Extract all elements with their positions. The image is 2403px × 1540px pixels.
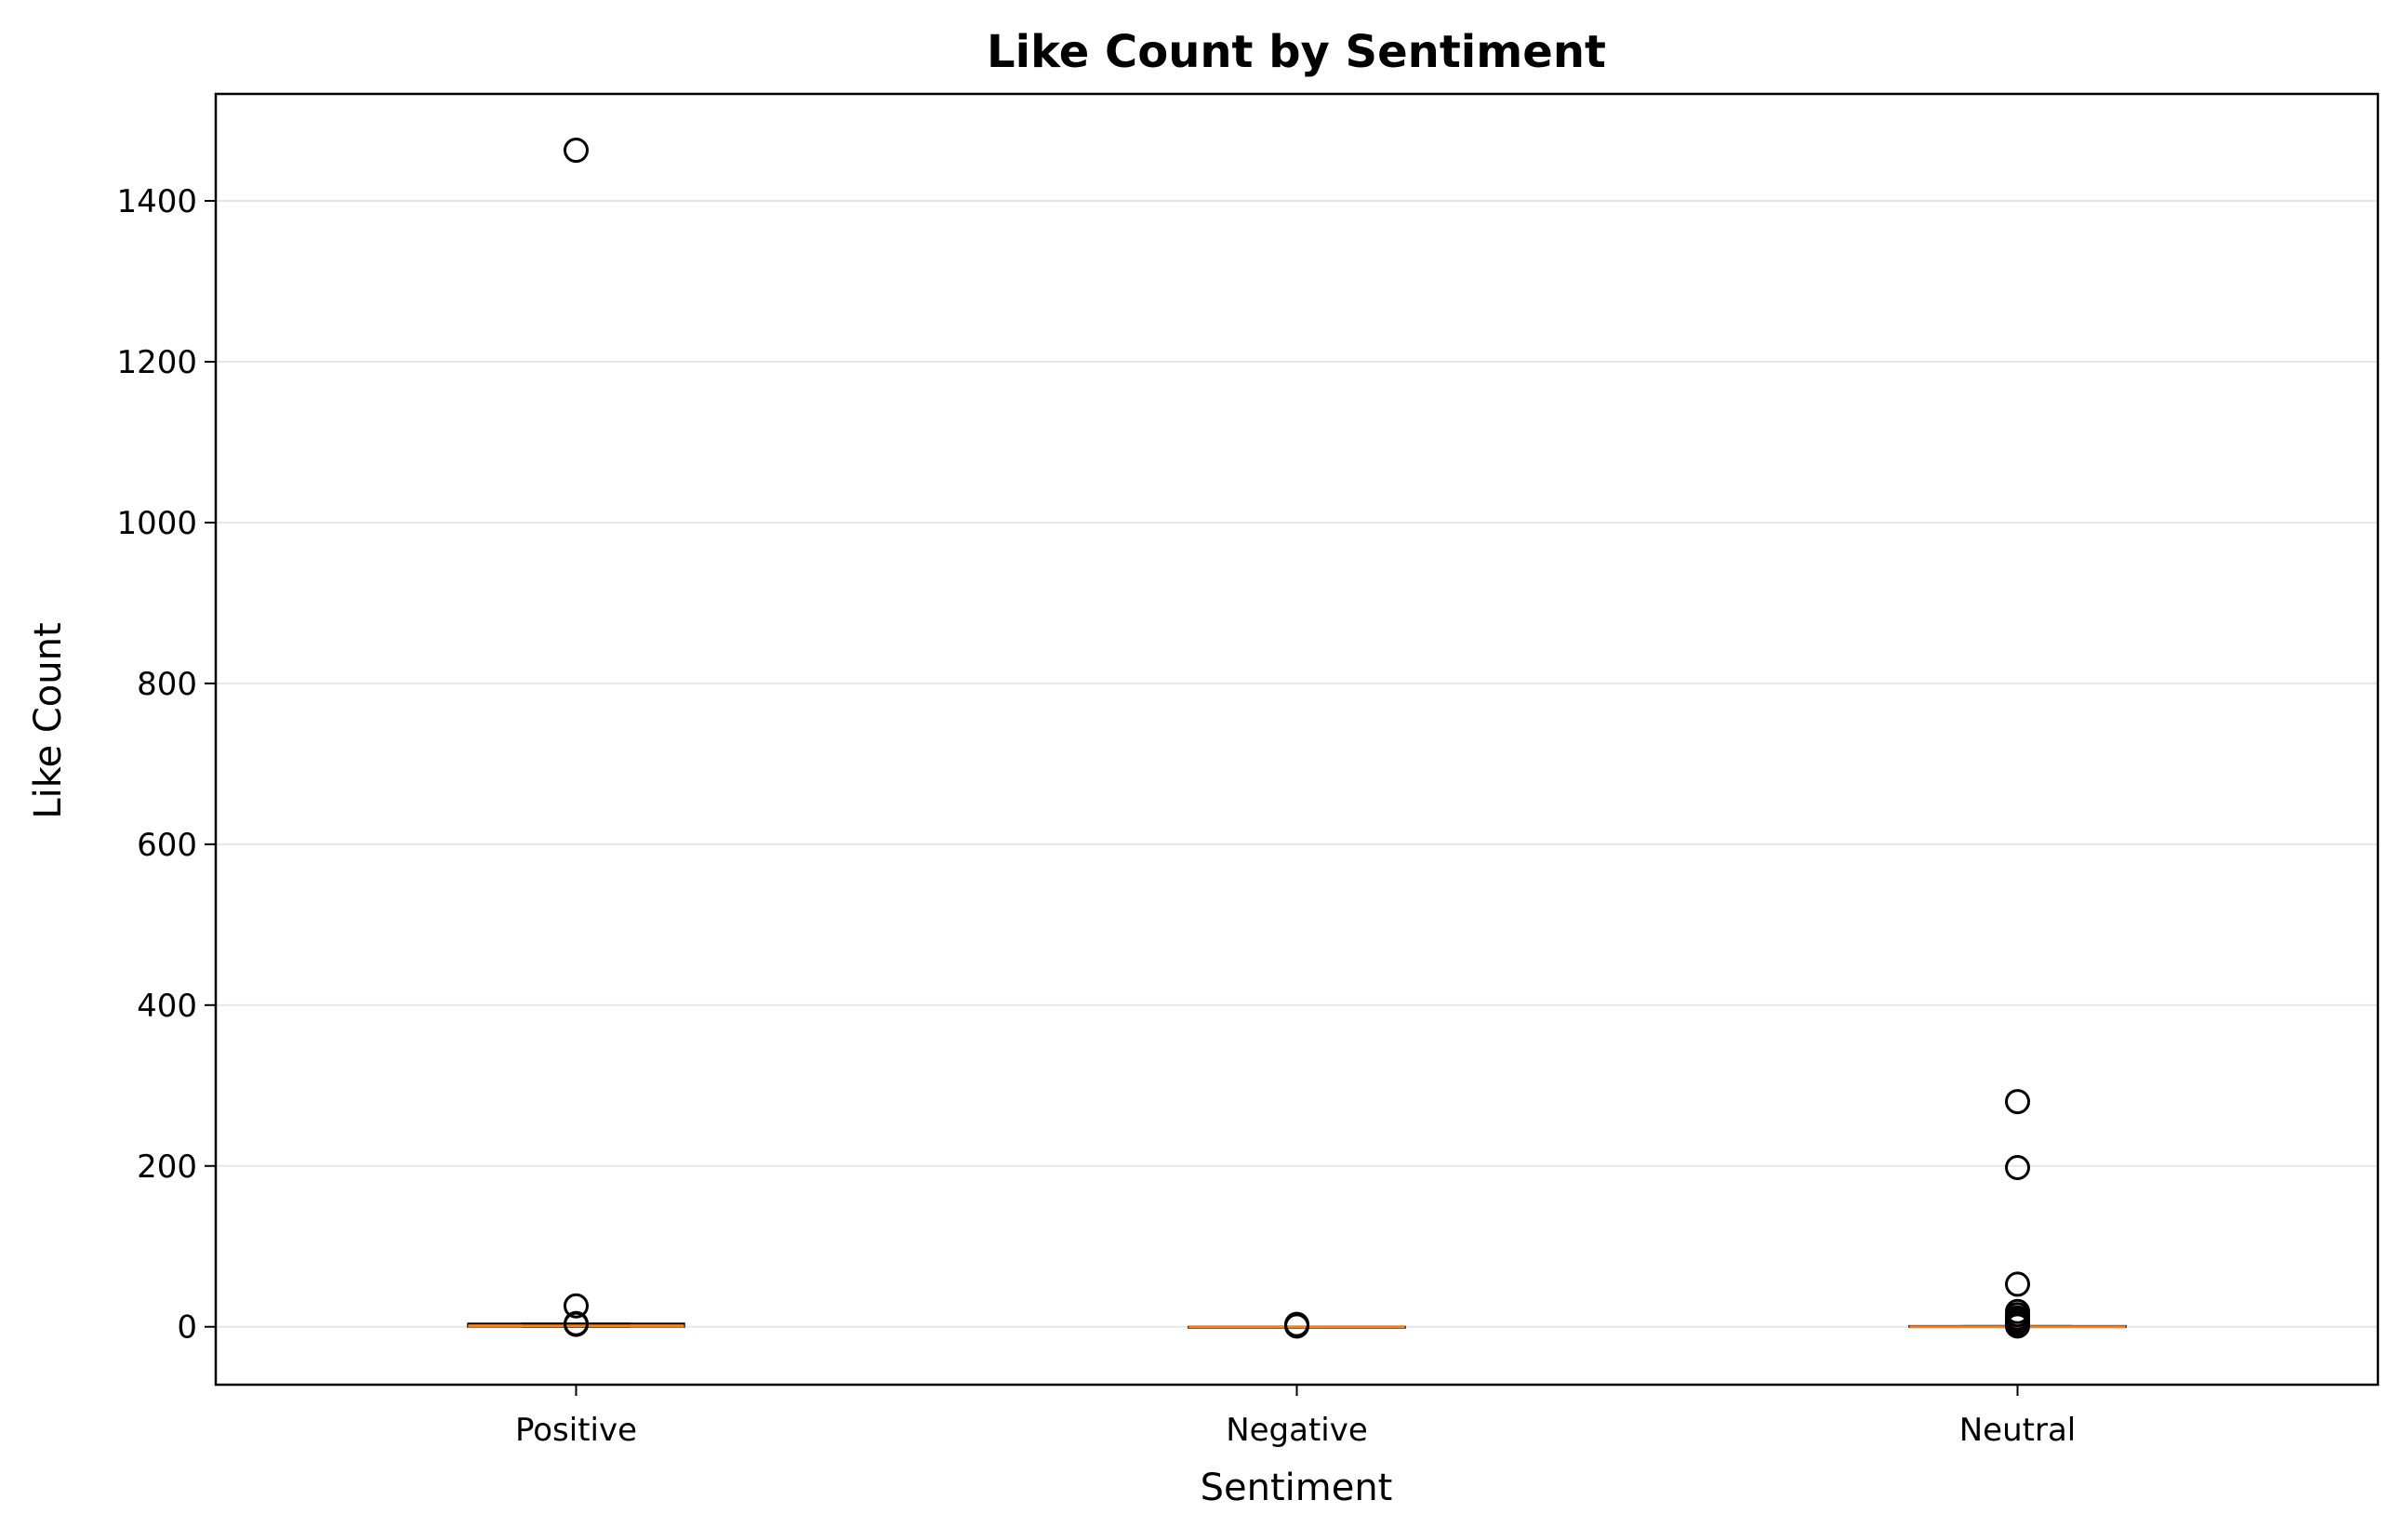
y-axis-label: Like Count bbox=[27, 622, 70, 818]
outlier-point bbox=[2005, 1089, 2030, 1115]
y-tick-label: 400 bbox=[137, 988, 197, 1025]
y-tick-label: 200 bbox=[137, 1148, 197, 1186]
outlier-point bbox=[1284, 1313, 1309, 1339]
outlier-point bbox=[2005, 1155, 2030, 1181]
box-group-positive bbox=[467, 138, 685, 1337]
y-tick-label: 1400 bbox=[116, 183, 197, 220]
chart-title: Like Count by Sentiment bbox=[987, 26, 1606, 78]
y-tick-label: 1000 bbox=[116, 505, 197, 542]
ticks-layer: 0 200 400 600 800 1000 1200 1400 Positive Negativ… bbox=[116, 183, 2076, 1449]
y-tick-label: 800 bbox=[137, 666, 197, 703]
x-tick-label: Negative bbox=[1226, 1412, 1368, 1449]
outlier-point bbox=[2005, 1271, 2030, 1297]
y-tick-label: 600 bbox=[137, 827, 197, 864]
y-tick-label: 1200 bbox=[116, 344, 197, 381]
outlier-point bbox=[2005, 1313, 2030, 1339]
grid-lines bbox=[216, 200, 2378, 1328]
x-axis-label: Sentiment bbox=[1201, 1467, 1393, 1509]
box-group-negative bbox=[1188, 1311, 1406, 1339]
x-tick-label: Neutral bbox=[1959, 1412, 2077, 1449]
outlier-point bbox=[564, 138, 589, 164]
outlier-point bbox=[564, 1311, 589, 1337]
outlier-point bbox=[564, 1293, 589, 1319]
y-tick-label: 0 bbox=[177, 1309, 197, 1347]
box-group-neutral bbox=[1908, 1089, 2127, 1339]
x-tick-label: Positive bbox=[515, 1412, 637, 1449]
boxes-layer bbox=[467, 138, 2127, 1339]
